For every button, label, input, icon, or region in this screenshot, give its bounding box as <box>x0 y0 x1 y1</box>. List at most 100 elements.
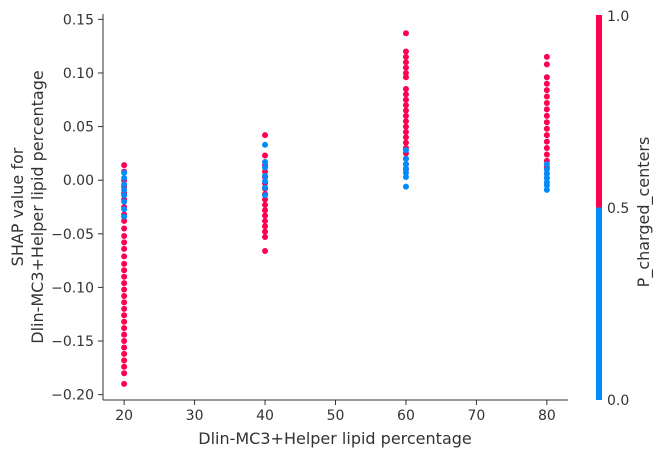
data-point <box>121 350 128 357</box>
colorbar-max-label: 1.0 <box>607 9 629 25</box>
data-point <box>121 217 128 224</box>
data-point <box>543 175 550 182</box>
data-point <box>121 232 128 239</box>
data-point <box>402 53 409 60</box>
y-tick-label: 0.10 <box>63 66 94 82</box>
data-point <box>402 169 409 176</box>
data-point <box>121 344 128 351</box>
data-point <box>121 280 128 287</box>
data-point <box>543 161 550 168</box>
data-point <box>543 74 550 81</box>
data-point <box>121 370 128 377</box>
data-point <box>543 138 550 145</box>
data-point <box>402 86 409 93</box>
data-point <box>543 132 550 139</box>
data-point <box>262 196 269 203</box>
data-point <box>262 152 269 159</box>
y-tick-label: 0.05 <box>63 120 94 136</box>
data-point <box>543 106 550 113</box>
data-point <box>121 325 128 332</box>
data-point <box>402 123 409 130</box>
x-tick-label: 40 <box>256 408 274 424</box>
data-point <box>121 162 128 169</box>
x-axis-title: Dlin-MC3+Helper lipid percentage <box>198 429 472 448</box>
x-tick-label: 50 <box>327 408 345 424</box>
y-tick-label: −0.05 <box>51 227 94 243</box>
data-point <box>543 151 550 158</box>
data-point <box>121 213 128 220</box>
data-point <box>121 357 128 364</box>
data-point <box>402 74 409 81</box>
data-point <box>402 107 409 114</box>
x-tick-label: 20 <box>115 408 133 424</box>
data-point <box>121 273 128 280</box>
data-point <box>121 206 128 213</box>
data-point <box>543 186 550 193</box>
data-point <box>543 166 550 173</box>
y-tick-label: 0.00 <box>63 173 94 189</box>
data-point <box>262 132 269 139</box>
data-point <box>402 155 409 162</box>
data-point <box>402 96 409 103</box>
data-point <box>262 178 269 185</box>
data-point <box>402 161 409 168</box>
data-point <box>402 30 409 37</box>
data-point <box>262 247 269 254</box>
data-point <box>543 119 550 126</box>
data-point <box>262 228 269 235</box>
x-tick-label: 60 <box>397 408 415 424</box>
data-point <box>402 112 409 119</box>
data-point <box>121 363 128 370</box>
data-point <box>262 172 269 179</box>
data-point <box>121 292 128 299</box>
data-point <box>543 99 550 106</box>
data-point <box>402 64 409 71</box>
data-point <box>121 175 128 182</box>
colorbar-title: P_charged_centers <box>634 137 654 288</box>
y-tick-label: −0.10 <box>51 280 94 296</box>
data-point <box>262 217 269 224</box>
y-axis-title-line2: Dlin-MC3+Helper lipid percentage <box>28 70 47 344</box>
data-point <box>121 253 128 260</box>
data-point <box>121 260 128 267</box>
data-point <box>121 331 128 338</box>
x-tick-label: 30 <box>186 408 204 424</box>
data-point <box>543 61 550 68</box>
data-point <box>543 87 550 94</box>
data-point <box>121 186 128 193</box>
data-point <box>262 212 269 219</box>
data-point <box>262 223 269 230</box>
data-point <box>262 234 269 241</box>
data-point <box>262 207 269 214</box>
data-point <box>121 305 128 312</box>
data-point <box>543 93 550 100</box>
data-point <box>543 182 550 189</box>
x-tick-label: 80 <box>538 408 556 424</box>
data-point <box>402 173 409 180</box>
data-point <box>121 318 128 325</box>
data-point <box>402 48 409 55</box>
scatter-points <box>121 30 550 387</box>
data-point <box>402 91 409 98</box>
data-point <box>262 184 269 191</box>
data-point <box>121 181 128 188</box>
y-tick-label: 0.15 <box>63 12 94 28</box>
data-point <box>121 198 128 205</box>
data-point <box>543 112 550 119</box>
data-point <box>262 168 269 175</box>
data-point <box>543 145 550 152</box>
data-point <box>262 164 269 171</box>
data-point <box>262 201 269 208</box>
data-point <box>402 118 409 125</box>
colorbar-mid-label: 0.5 <box>607 201 629 217</box>
data-point <box>121 299 128 306</box>
y-tick-label: −0.20 <box>51 388 94 404</box>
axis-ticks: 20 30 40 50 60 70 80 −0.20 −0.15 −0.10 −0.05 0.00 0.… <box>51 12 556 424</box>
x-tick-label: 70 <box>467 408 485 424</box>
data-point <box>121 169 128 176</box>
data-point <box>121 312 128 319</box>
data-point <box>402 102 409 109</box>
data-point <box>402 139 409 146</box>
data-point <box>121 338 128 345</box>
